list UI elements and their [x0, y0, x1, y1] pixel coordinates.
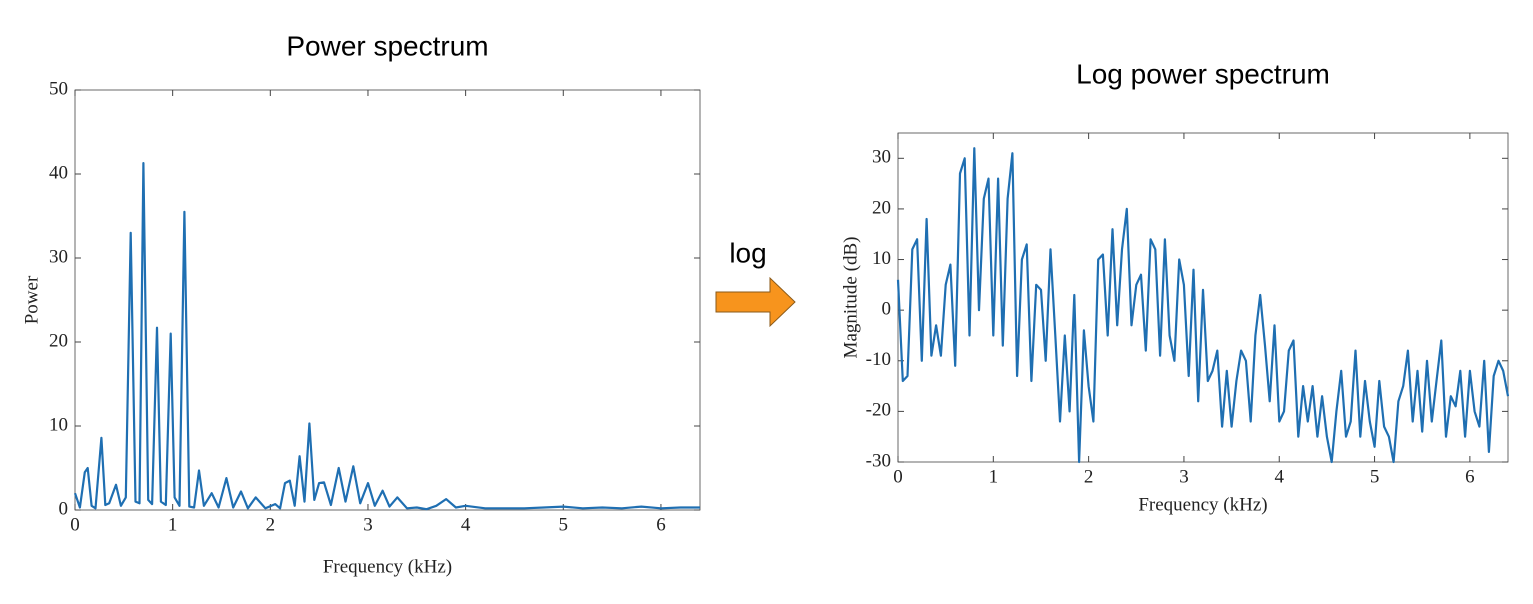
y-tick-label: 10: [49, 414, 68, 435]
x-tick-label: 4: [1275, 466, 1285, 487]
y-tick-label: 40: [49, 162, 68, 183]
x-tick-label: 6: [656, 514, 666, 535]
chart-title: Log power spectrum: [1076, 58, 1330, 89]
chart-title: Power spectrum: [286, 30, 488, 61]
x-tick-label: 5: [1370, 466, 1380, 487]
x-axis-label: Frequency (kHz): [323, 556, 452, 577]
y-tick-label: 20: [49, 330, 68, 351]
x-tick-label: 6: [1465, 466, 1475, 487]
arrow: [715, 276, 796, 328]
x-tick-label: 3: [1179, 466, 1189, 487]
y-tick-label: 50: [49, 78, 68, 99]
plot-area: [74, 89, 701, 511]
y-tick-label: 0: [882, 299, 892, 320]
x-tick-label: 2: [266, 514, 276, 535]
x-tick-label: 2: [1084, 466, 1094, 487]
x-tick-label: 1: [168, 514, 178, 535]
y-tick-label: 10: [872, 248, 891, 269]
y-tick-label: -30: [866, 450, 891, 471]
x-tick-label: 4: [461, 514, 471, 535]
y-axis-label: Power: [21, 275, 42, 324]
x-tick-label: 0: [893, 466, 903, 487]
y-axis-label: Magnitude (dB): [840, 237, 861, 359]
y-tick-label: 20: [872, 197, 891, 218]
y-tick-label: -10: [866, 349, 891, 370]
x-tick-label: 5: [559, 514, 569, 535]
x-tick-label: 0: [70, 514, 80, 535]
spectrum-line: [73, 162, 700, 511]
spectrum-line: [896, 147, 1510, 464]
arrow-label: log: [729, 237, 766, 268]
x-tick-label: 3: [363, 514, 373, 535]
y-tick-label: -20: [866, 400, 891, 421]
x-axis-label: Frequency (kHz): [1138, 494, 1267, 515]
y-tick-label: 30: [49, 246, 68, 267]
x-tick-label: 1: [989, 466, 999, 487]
y-tick-label: 30: [872, 147, 891, 168]
y-tick-label: 0: [59, 498, 69, 519]
